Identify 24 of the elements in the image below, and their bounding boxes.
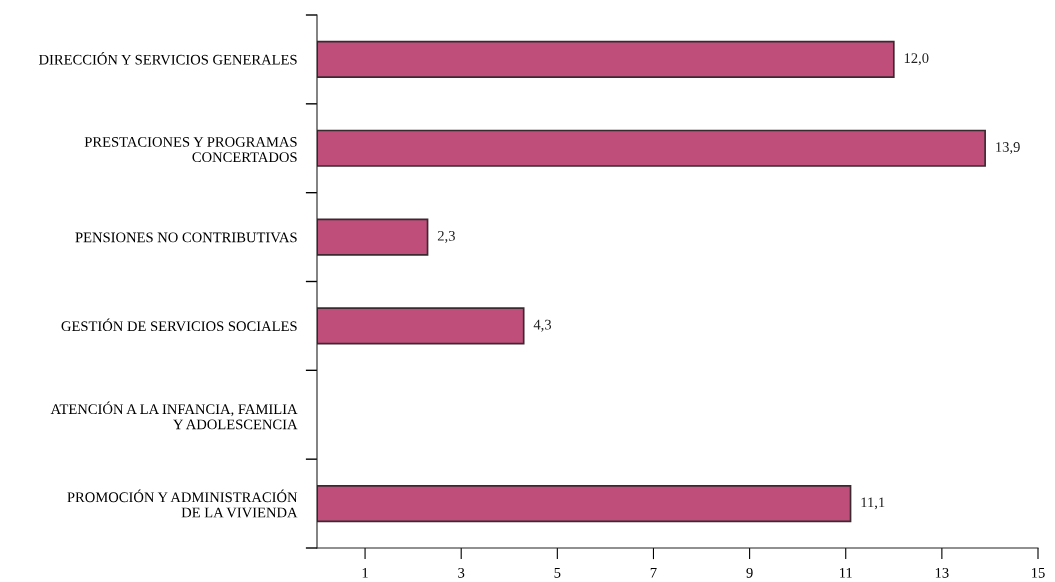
bar [317, 40, 895, 79]
bar [317, 129, 986, 167]
bar [317, 218, 429, 256]
x-tick-label: 15 [1031, 567, 1045, 578]
bar [317, 307, 525, 345]
y-tick-label: DIRECCIÓN Y SERVICIOS GENERALES [38, 52, 297, 65]
data-label: 12,0 [904, 53, 929, 66]
data-label: 2,3 [437, 230, 455, 243]
data-label: 4,3 [533, 319, 552, 332]
y-tick-label: GESTIÓN DE SERVICIOS SOCIALES [61, 318, 297, 332]
x-tick-label: 7 [650, 568, 657, 578]
x-tick-label: 1 [362, 567, 368, 578]
x-tick-label: 5 [554, 568, 561, 578]
y-tick-label: PROMOCIÓN Y ADMINISTRACIÓN DE LA VIVIENDA [67, 489, 298, 518]
y-tick-label: PENSIONES NO CONTRIBUTIVAS [75, 232, 297, 243]
x-tick-label: 9 [746, 567, 753, 578]
y-tick-label: PRESTACIONES Y PROGRAMAS CONCERTADOS [84, 137, 297, 163]
data-label: 13,9 [996, 142, 1020, 154]
x-tick-label: 11 [840, 567, 852, 578]
x-tick-label: 3 [458, 567, 465, 578]
x-tick-label: 13 [935, 567, 949, 578]
y-tick-label: ATENCIÓN A LA INFANCIA, FAMILIA Y ADOLESCENCIA [50, 401, 298, 430]
data-label: 11,1 [861, 497, 885, 510]
bar [317, 484, 852, 523]
